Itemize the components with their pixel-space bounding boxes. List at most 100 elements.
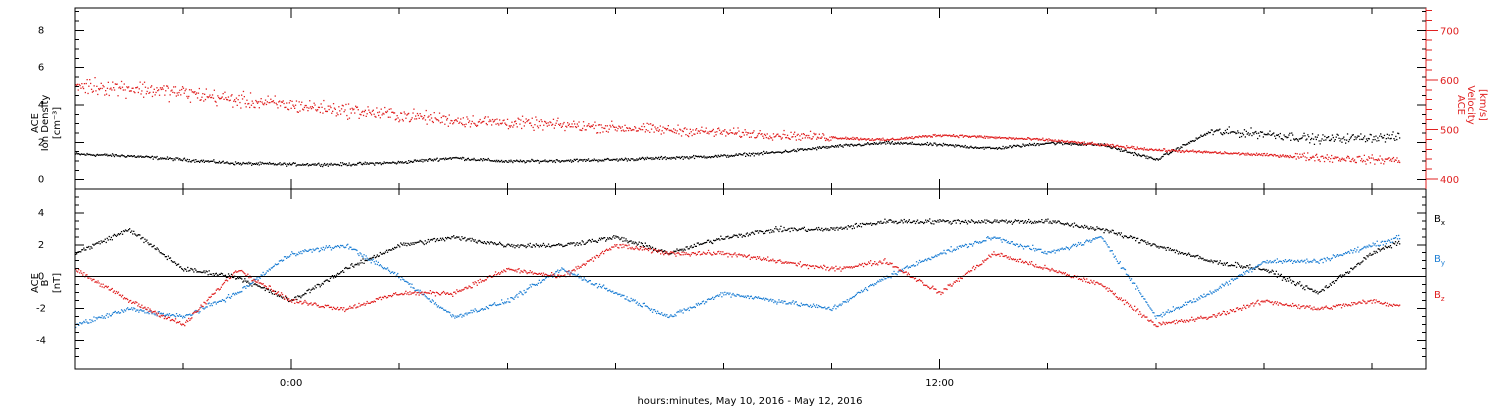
density-point [850, 143, 852, 146]
density-point [609, 159, 611, 161]
bx-point [200, 271, 202, 273]
by-point [673, 315, 675, 317]
bx-point [1227, 265, 1229, 267]
velocity-point [823, 134, 825, 136]
by-point [715, 295, 717, 297]
density-point [182, 158, 185, 160]
bx-point [1055, 222, 1057, 224]
by-point [202, 307, 204, 309]
bx-point [645, 245, 648, 247]
velocity-point [382, 112, 384, 114]
density-point [291, 163, 293, 165]
bx-point [870, 222, 872, 224]
by-point [702, 300, 705, 302]
velocity-point [692, 129, 694, 131]
bx-point [624, 240, 626, 242]
velocity-point [1208, 151, 1210, 153]
density-point [786, 151, 788, 153]
bx-point [1157, 245, 1159, 248]
velocity-point [1014, 138, 1017, 140]
density-point [1012, 144, 1015, 147]
bx-point [1184, 252, 1187, 255]
velocity-point [1068, 142, 1070, 144]
bx-point [477, 240, 479, 242]
density-point [575, 158, 577, 161]
density-point [199, 161, 201, 163]
density-point [619, 158, 621, 160]
density-point [663, 157, 665, 159]
by-point [723, 294, 725, 296]
density-point [844, 144, 846, 146]
by-point [616, 292, 618, 294]
density-point [894, 142, 896, 144]
density-point [154, 156, 156, 158]
velocity-point [619, 126, 621, 128]
by-point [149, 310, 151, 312]
density-point [806, 149, 808, 151]
by-point [531, 283, 533, 285]
bx-point [312, 287, 314, 289]
density-point [1133, 154, 1135, 156]
density-point [631, 158, 633, 160]
velocity-point [1256, 154, 1259, 156]
velocity-point [750, 136, 752, 138]
by-point [728, 293, 730, 296]
bx-point [322, 283, 324, 285]
by-point [718, 295, 720, 297]
velocity-point [1133, 146, 1135, 148]
density-point [400, 162, 402, 164]
bx-point [1341, 274, 1344, 276]
velocity-point [226, 98, 228, 101]
density-point [978, 147, 981, 149]
bx-point [997, 221, 999, 223]
bx-point [750, 232, 752, 234]
velocity-point [1202, 152, 1204, 154]
velocity-point [158, 94, 161, 96]
density-point [1282, 139, 1284, 141]
by-point [86, 321, 88, 323]
bx-point [1294, 284, 1296, 286]
by-point [338, 245, 340, 247]
velocity-point [272, 100, 275, 102]
by-point [500, 303, 502, 305]
velocity-point [1175, 150, 1177, 152]
density-point [667, 157, 669, 159]
density-point [1337, 134, 1339, 136]
density-point [445, 157, 447, 159]
by-point [446, 311, 448, 313]
velocity-point [839, 137, 842, 139]
by-point [503, 303, 505, 305]
bx-point [480, 241, 482, 244]
density-point [127, 154, 129, 157]
density-point [1258, 132, 1260, 134]
bx-point [960, 221, 962, 223]
by-point [122, 311, 125, 313]
velocity-point [815, 133, 817, 135]
density-point [1027, 144, 1029, 146]
velocity-point [222, 93, 224, 95]
velocity-point [1265, 154, 1267, 156]
velocity-point [1328, 156, 1330, 158]
velocity-point [459, 121, 461, 123]
velocity-point [1110, 144, 1112, 146]
velocity-point [1390, 158, 1392, 160]
density-point [514, 160, 516, 162]
by-point [420, 291, 422, 293]
bx-point [103, 240, 105, 242]
density-point [736, 154, 738, 156]
density-point [118, 155, 120, 157]
velocity-point [615, 126, 617, 128]
bx-point [921, 221, 923, 223]
density-point [1036, 143, 1038, 145]
by-point [340, 244, 342, 247]
velocity-point [232, 106, 234, 108]
density-point [441, 158, 443, 160]
velocity-point [1114, 146, 1116, 148]
by-point [256, 277, 258, 279]
density-point [496, 159, 498, 161]
velocity-point [89, 79, 91, 81]
bx-point [254, 283, 256, 285]
bx-point [884, 218, 886, 220]
velocity-point [1308, 159, 1310, 161]
by-point [580, 277, 582, 279]
